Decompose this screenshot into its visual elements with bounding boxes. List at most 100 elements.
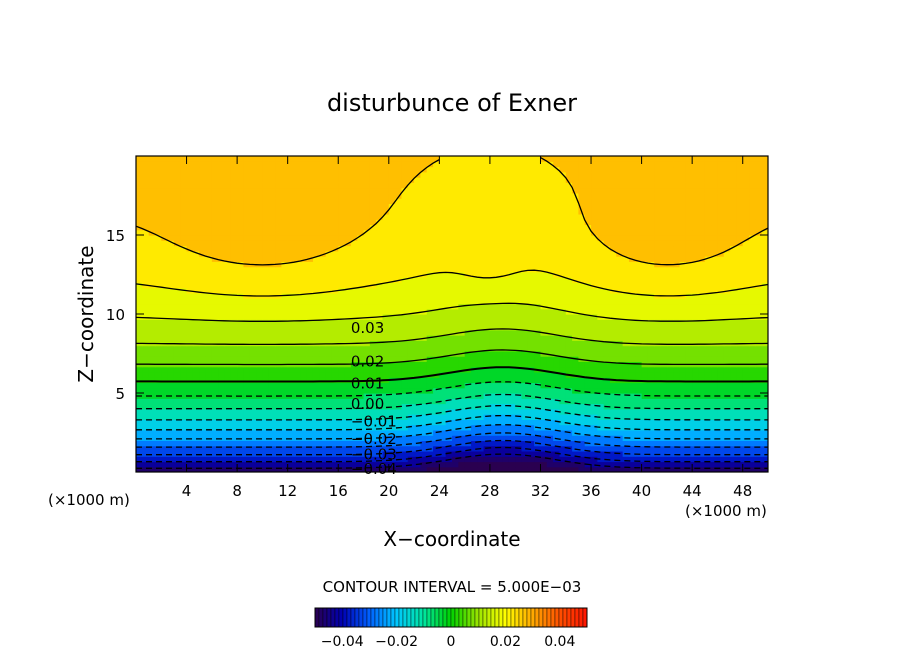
field-cell — [666, 208, 674, 215]
field-cell — [736, 219, 744, 226]
field-cell — [294, 424, 301, 431]
field-cell — [331, 419, 339, 426]
field-cell — [344, 314, 352, 320]
field-cell — [584, 256, 592, 262]
field-cell — [376, 308, 384, 315]
field-cell — [312, 403, 320, 410]
field-cell — [458, 419, 466, 426]
field-cell — [407, 377, 415, 384]
field-cell — [673, 440, 681, 447]
field-cell — [382, 366, 390, 373]
field-cell — [540, 308, 548, 315]
field-cell — [312, 382, 320, 389]
field-cell — [294, 256, 301, 262]
field-cell — [325, 219, 333, 226]
field-cell — [224, 429, 232, 436]
field-cell — [281, 298, 289, 305]
field-cell — [540, 261, 548, 268]
field-cell — [199, 424, 207, 431]
field-cell — [154, 324, 162, 331]
field-cell — [717, 314, 725, 320]
field-cell — [376, 419, 384, 426]
field-cell — [591, 256, 598, 262]
field-cell — [452, 403, 459, 410]
field-cell — [610, 208, 617, 215]
field-cell — [300, 219, 308, 226]
field-cell — [268, 350, 276, 357]
field-cell — [148, 398, 156, 405]
field-cell — [502, 440, 510, 447]
field-cell — [534, 308, 542, 315]
field-cell — [167, 461, 175, 468]
field-cell — [243, 419, 251, 426]
field-cell — [319, 256, 327, 262]
field-cell — [186, 466, 194, 472]
field-cell — [211, 235, 219, 241]
field-cell — [167, 229, 175, 236]
field-cell — [470, 398, 478, 405]
field-cell — [578, 213, 586, 220]
field-cell — [445, 235, 453, 241]
field-cell — [679, 403, 687, 410]
field-cell — [521, 466, 529, 472]
field-cell — [559, 424, 567, 431]
field-cell — [199, 256, 207, 262]
field-cell — [660, 350, 668, 357]
field-cell — [376, 245, 384, 252]
field-cell — [489, 419, 497, 426]
field-cell — [199, 350, 207, 357]
field-cell — [717, 350, 725, 357]
field-cell — [660, 382, 668, 389]
field-cell — [407, 419, 415, 426]
field-cell — [319, 419, 327, 426]
field-cell — [698, 314, 706, 320]
field-cell — [230, 213, 238, 220]
field-cell — [470, 219, 478, 226]
field-cell — [622, 387, 630, 394]
field-cell — [294, 224, 301, 231]
field-cell — [287, 308, 295, 315]
field-cell — [515, 208, 523, 215]
field-cell — [338, 240, 346, 247]
field-cell — [515, 350, 523, 357]
field-cell — [597, 298, 605, 305]
field-cell — [148, 429, 156, 436]
field-cell — [508, 345, 516, 352]
field-cell — [249, 250, 257, 257]
field-cell — [136, 461, 143, 468]
field-cell — [237, 382, 245, 389]
field-cell — [154, 345, 162, 352]
field-cell — [382, 387, 390, 394]
field-cell — [685, 250, 693, 257]
field-cell — [647, 282, 655, 289]
field-cell — [439, 403, 447, 410]
field-cell — [515, 419, 523, 426]
field-cell — [736, 345, 744, 352]
field-cell — [666, 235, 674, 241]
field-cell — [243, 224, 251, 231]
field-cell — [136, 424, 143, 431]
field-cell — [350, 329, 358, 336]
field-cell — [350, 387, 358, 394]
field-cell — [622, 461, 630, 468]
field-cell — [521, 461, 529, 468]
field-cell — [142, 466, 150, 472]
field-cell — [641, 403, 649, 410]
field-cell — [591, 282, 598, 289]
field-cell — [294, 366, 301, 373]
field-cell — [376, 282, 384, 289]
field-cell — [344, 408, 352, 415]
field-cell — [414, 345, 421, 352]
field-cell — [717, 282, 725, 289]
field-cell — [628, 298, 636, 305]
field-cell — [426, 235, 434, 241]
field-cell — [591, 424, 598, 431]
field-cell — [647, 435, 655, 441]
field-cell — [243, 256, 251, 262]
field-cell — [610, 240, 617, 247]
field-cell — [534, 377, 542, 384]
field-cell — [692, 403, 700, 410]
field-cell — [572, 435, 579, 441]
field-cell — [527, 282, 535, 289]
field-cell — [230, 435, 238, 441]
